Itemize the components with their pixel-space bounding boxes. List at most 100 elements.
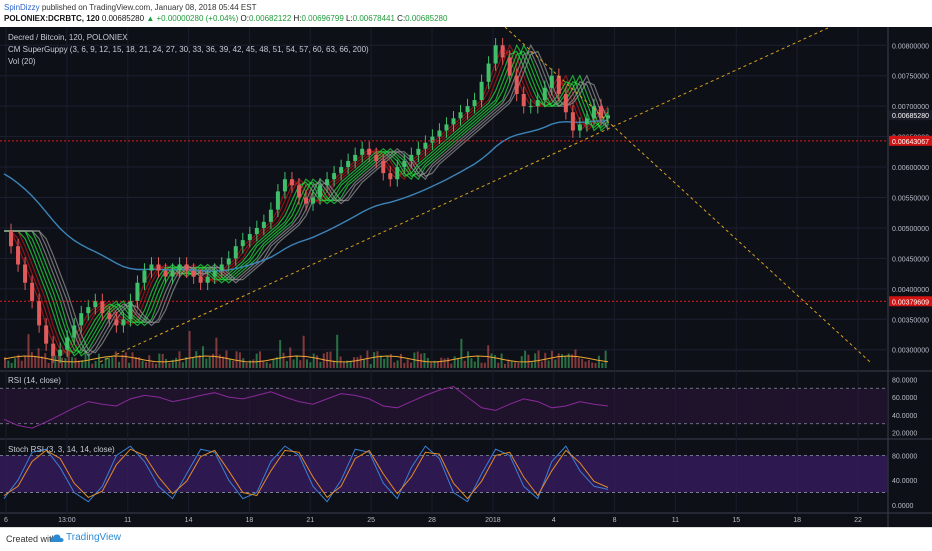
volume-bar bbox=[493, 355, 496, 368]
volume-bar bbox=[480, 362, 483, 368]
volume-bar bbox=[252, 359, 255, 368]
volume-bar bbox=[423, 353, 426, 368]
volume-bar bbox=[259, 351, 262, 368]
volume-bar bbox=[161, 353, 164, 368]
candle-body bbox=[374, 154, 379, 161]
price-tag-label: 0.00685280 bbox=[892, 113, 929, 120]
volume-bar bbox=[128, 362, 131, 368]
candle-body bbox=[268, 209, 273, 222]
candle-body bbox=[353, 154, 358, 161]
candle-body bbox=[30, 282, 35, 302]
volume-bar bbox=[517, 362, 520, 368]
volume-bar bbox=[269, 363, 272, 368]
candle-body bbox=[528, 106, 533, 108]
volume-bar bbox=[336, 334, 339, 368]
candle-body bbox=[247, 234, 252, 241]
candle-body bbox=[37, 301, 42, 326]
volume-bar bbox=[272, 359, 275, 368]
volume-bar bbox=[550, 350, 553, 368]
candle-body bbox=[128, 301, 133, 320]
volume-bar bbox=[507, 359, 510, 368]
candle-body bbox=[549, 75, 554, 88]
candle-body bbox=[311, 197, 316, 204]
volume-bar bbox=[312, 353, 315, 368]
volume-bar bbox=[299, 360, 302, 368]
candle-body bbox=[135, 282, 140, 302]
volume-bar bbox=[144, 362, 147, 368]
chart-canvas[interactable]: 0.008000000.007500000.007000000.00650000… bbox=[0, 27, 932, 527]
chart-background bbox=[0, 27, 932, 527]
candle-body bbox=[339, 167, 344, 174]
candle-body bbox=[472, 100, 477, 107]
price-tag bbox=[889, 296, 932, 307]
volume-bar bbox=[84, 350, 87, 368]
price-tick-label: 0.00400000 bbox=[892, 287, 929, 294]
volume-bar bbox=[316, 355, 319, 368]
volume-bar bbox=[332, 360, 335, 368]
candle-body bbox=[100, 301, 105, 314]
volume-bar bbox=[540, 361, 543, 368]
volume-bar bbox=[232, 360, 235, 368]
volume-bar bbox=[571, 354, 574, 368]
volume-bar bbox=[101, 363, 104, 368]
candle-body bbox=[444, 124, 449, 131]
time-tick-label: 6 bbox=[4, 517, 8, 524]
candle-body bbox=[367, 148, 372, 155]
chart-area[interactable]: 0.008000000.007500000.007000000.00650000… bbox=[0, 27, 932, 527]
ascending-trendline bbox=[99, 27, 831, 363]
volume-bar bbox=[567, 353, 570, 368]
stoch-k-line bbox=[3, 445, 609, 503]
volume-bar bbox=[118, 361, 121, 368]
volume-bar bbox=[71, 357, 74, 368]
volume-bar bbox=[148, 355, 151, 368]
volume-bar bbox=[64, 358, 67, 368]
volume-bar bbox=[530, 362, 533, 368]
volume-bar bbox=[185, 357, 188, 368]
brand-name[interactable]: TradingView bbox=[66, 532, 122, 543]
candle-body bbox=[416, 148, 421, 155]
volume-bar bbox=[436, 361, 439, 368]
volume-bar bbox=[111, 357, 114, 368]
volume-bar bbox=[292, 359, 295, 368]
volume-bar bbox=[37, 348, 40, 368]
volume-bar bbox=[386, 355, 389, 368]
volume-bar bbox=[470, 358, 473, 368]
candle-body bbox=[226, 258, 231, 265]
volume-bar bbox=[54, 355, 57, 368]
volume-bar bbox=[430, 362, 433, 368]
volume-bar bbox=[302, 335, 305, 368]
candle-body bbox=[205, 276, 210, 283]
candle-body bbox=[79, 313, 84, 326]
change-arrow-icon: ▲ bbox=[146, 14, 155, 23]
candle-body bbox=[16, 246, 21, 265]
author-link[interactable]: SpinDizzy bbox=[4, 3, 40, 12]
volume-bar bbox=[155, 363, 157, 368]
volume-bar bbox=[329, 351, 332, 368]
volume-bar bbox=[544, 352, 547, 368]
volume-bar bbox=[446, 357, 449, 368]
time-tick-label: 22 bbox=[854, 517, 862, 524]
volume-bar bbox=[577, 357, 580, 368]
candle-body bbox=[542, 87, 547, 101]
guppy-ema-line bbox=[4, 43, 609, 357]
volume-bar bbox=[467, 351, 470, 368]
volume-bar bbox=[94, 360, 97, 368]
volume-bar bbox=[510, 360, 513, 368]
volume-bar bbox=[245, 362, 248, 368]
time-tick-label: 21 bbox=[306, 517, 314, 524]
volume-bar bbox=[396, 360, 399, 368]
price-tick-label: 0.00800000 bbox=[892, 43, 929, 50]
candle-body bbox=[318, 185, 323, 198]
candle-body bbox=[423, 142, 428, 149]
candle-body bbox=[240, 240, 245, 247]
candle-body bbox=[304, 197, 308, 204]
price-tag-label: 0.00379609 bbox=[892, 299, 929, 306]
volume-bar bbox=[188, 331, 191, 368]
candle-body bbox=[184, 264, 189, 271]
volume-bar bbox=[597, 355, 600, 368]
volume-bar bbox=[295, 355, 298, 368]
candle-body bbox=[514, 75, 519, 94]
candle-body bbox=[458, 112, 463, 119]
volume-bar bbox=[601, 362, 604, 368]
price-tag-label: 0.00643067 bbox=[892, 139, 929, 146]
